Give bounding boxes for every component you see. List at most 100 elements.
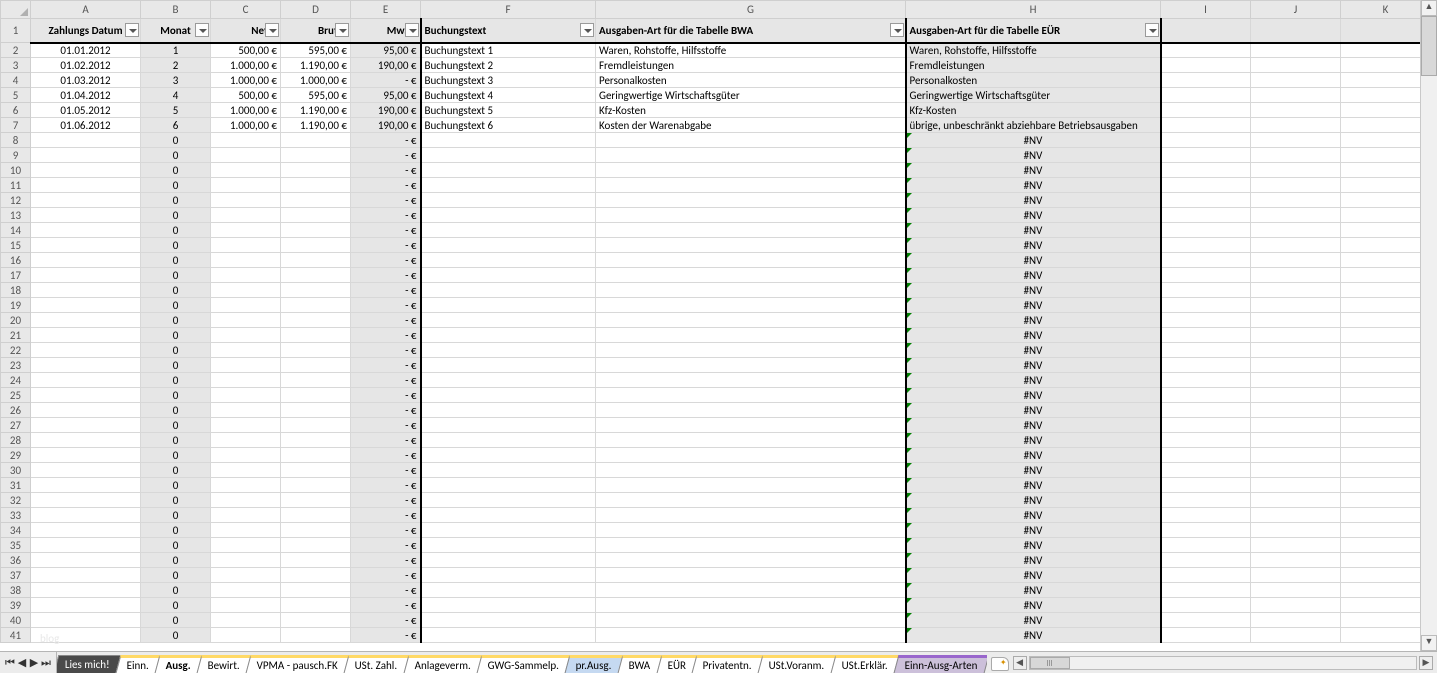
cell-B13[interactable]: 0 [141,208,211,223]
cell-C15[interactable] [211,238,281,253]
row-header-24[interactable]: 24 [1,373,31,388]
row-header-14[interactable]: 14 [1,223,31,238]
row-header-34[interactable]: 34 [1,523,31,538]
cell-C30[interactable] [211,463,281,478]
cell-E5[interactable]: 95,00 € [351,88,421,103]
sheet-tab-ausg-[interactable]: Ausg. [155,655,203,673]
sheet-tab-pr-ausg-[interactable]: pr.Ausg. [565,655,624,673]
row-header-40[interactable]: 40 [1,613,31,628]
filter-button-G[interactable] [890,23,904,37]
cell-K23[interactable] [1341,358,1431,373]
cell-I17[interactable] [1161,268,1251,283]
cell-B17[interactable]: 0 [141,268,211,283]
cell-A21[interactable] [31,328,141,343]
column-header-C[interactable]: C [211,1,281,19]
column-header-J[interactable]: J [1251,1,1341,19]
cell-E39[interactable]: - € [351,598,421,613]
cell-I30[interactable] [1161,463,1251,478]
cell-B20[interactable]: 0 [141,313,211,328]
cell-D32[interactable] [281,493,351,508]
cell-J23[interactable] [1251,358,1341,373]
cell-C2[interactable]: 500,00 € [211,43,281,58]
cell-I33[interactable] [1161,508,1251,523]
cell-I25[interactable] [1161,388,1251,403]
cell-I27[interactable] [1161,418,1251,433]
cell-B33[interactable]: 0 [141,508,211,523]
field-header-D[interactable]: Brutto [281,19,351,43]
cell-K10[interactable] [1341,163,1431,178]
cell-H30[interactable]: #NV [906,463,1161,478]
cell-J6[interactable] [1251,103,1341,118]
cell-G21[interactable] [596,328,906,343]
cell-K36[interactable] [1341,553,1431,568]
cell-A9[interactable] [31,148,141,163]
cell-A12[interactable] [31,193,141,208]
cell-G5[interactable]: Geringwertige Wirtschaftsgüter [596,88,906,103]
cell-F17[interactable] [421,268,596,283]
cell-J13[interactable] [1251,208,1341,223]
cell-A17[interactable] [31,268,141,283]
cell-E15[interactable]: - € [351,238,421,253]
cell-F5[interactable]: Buchungstext 4 [421,88,596,103]
cell-E23[interactable]: - € [351,358,421,373]
column-header-B[interactable]: B [141,1,211,19]
field-header-G[interactable]: Ausgaben-Art für die Tabelle BWA [596,19,906,43]
cell-G33[interactable] [596,508,906,523]
cell-B28[interactable]: 0 [141,433,211,448]
cell-K14[interactable] [1341,223,1431,238]
cell-D13[interactable] [281,208,351,223]
cell-J25[interactable] [1251,388,1341,403]
cell-H19[interactable]: #NV [906,298,1161,313]
row-header-17[interactable]: 17 [1,268,31,283]
cell-B38[interactable]: 0 [141,583,211,598]
cell-B22[interactable]: 0 [141,343,211,358]
row-header-27[interactable]: 27 [1,418,31,433]
cell-I23[interactable] [1161,358,1251,373]
cell-C3[interactable]: 1.000,00 € [211,58,281,73]
cell-G14[interactable] [596,223,906,238]
cell-E25[interactable]: - € [351,388,421,403]
filter-button-D[interactable] [335,23,349,37]
row-header-20[interactable]: 20 [1,313,31,328]
cell-A10[interactable] [31,163,141,178]
cell-J7[interactable] [1251,118,1341,133]
cell-K5[interactable] [1341,88,1431,103]
cell-C25[interactable] [211,388,281,403]
cell-G38[interactable] [596,583,906,598]
cell-G3[interactable]: Fremdleistungen [596,58,906,73]
cell-C33[interactable] [211,508,281,523]
cell-I7[interactable] [1161,118,1251,133]
cell-C18[interactable] [211,283,281,298]
cell-I2[interactable] [1161,43,1251,58]
cell-H33[interactable]: #NV [906,508,1161,523]
cell-B30[interactable]: 0 [141,463,211,478]
cell-K40[interactable] [1341,613,1431,628]
cell-K12[interactable] [1341,193,1431,208]
cell-I20[interactable] [1161,313,1251,328]
cell-I8[interactable] [1161,133,1251,148]
cell-A14[interactable] [31,223,141,238]
filter-button-A[interactable] [125,23,139,37]
cell-J28[interactable] [1251,433,1341,448]
cell-B8[interactable]: 0 [141,133,211,148]
filter-button-E[interactable] [405,23,419,37]
cell-I37[interactable] [1161,568,1251,583]
cell-B9[interactable]: 0 [141,148,211,163]
cell-B19[interactable]: 0 [141,298,211,313]
row-header-9[interactable]: 9 [1,148,31,163]
cell-K34[interactable] [1341,523,1431,538]
cell-F25[interactable] [421,388,596,403]
cell-B32[interactable]: 0 [141,493,211,508]
cell-K24[interactable] [1341,373,1431,388]
tab-nav-prev-icon[interactable]: ◀ [16,656,28,669]
cell-A37[interactable] [31,568,141,583]
cell-F10[interactable] [421,163,596,178]
cell-J21[interactable] [1251,328,1341,343]
cell-I14[interactable] [1161,223,1251,238]
cell-E37[interactable]: - € [351,568,421,583]
cell-H8[interactable]: #NV [906,133,1161,148]
cell-J33[interactable] [1251,508,1341,523]
filter-button-H[interactable] [1145,23,1159,37]
cell-B18[interactable]: 0 [141,283,211,298]
cell-E17[interactable]: - € [351,268,421,283]
